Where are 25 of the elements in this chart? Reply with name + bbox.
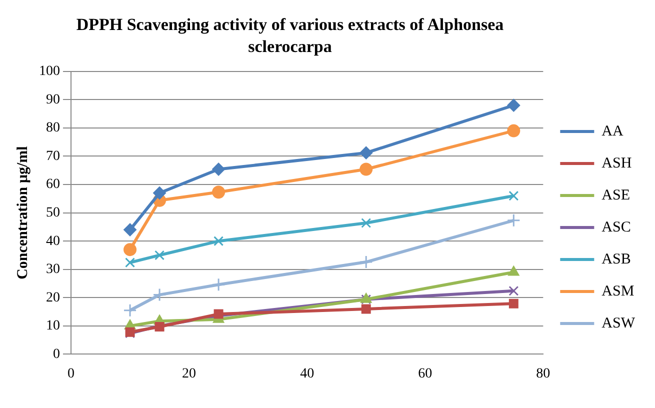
y-tick-label: 100 [39, 64, 60, 80]
legend-label: ASE [602, 187, 630, 204]
legend-label: ASM [602, 283, 634, 300]
chart-title: DPPH Scavenging activity of various extracts of Alphonsea sclerocarpa [75, 14, 505, 58]
y-tick-label: 30 [46, 262, 60, 278]
y-tick-label: 20 [46, 290, 60, 306]
x-tick-label: 40 [300, 366, 314, 382]
legend-label: AA [602, 123, 624, 140]
x-tick-label: 20 [182, 366, 196, 382]
x-tick-label: 60 [418, 366, 432, 382]
y-tick-label: 90 [46, 92, 60, 108]
y-tick-label: 60 [46, 177, 60, 192]
y-tick-label: 0 [53, 346, 60, 362]
x-tick-label: 80 [536, 366, 550, 382]
legend-label: ASB [602, 251, 631, 268]
legend-label: ASH [602, 155, 632, 172]
y-tick-label: 50 [46, 205, 60, 220]
y-tick-label: 70 [46, 148, 60, 164]
y-tick-label: 40 [46, 234, 60, 249]
legend-label: ASC [602, 219, 631, 236]
y-tick-label: 10 [46, 318, 60, 334]
y-tick-label: 80 [46, 120, 60, 136]
legend-label: ASW [602, 315, 636, 332]
x-tick-label: 0 [68, 366, 74, 382]
y-axis-title: Concentration µg/ml [14, 146, 31, 280]
